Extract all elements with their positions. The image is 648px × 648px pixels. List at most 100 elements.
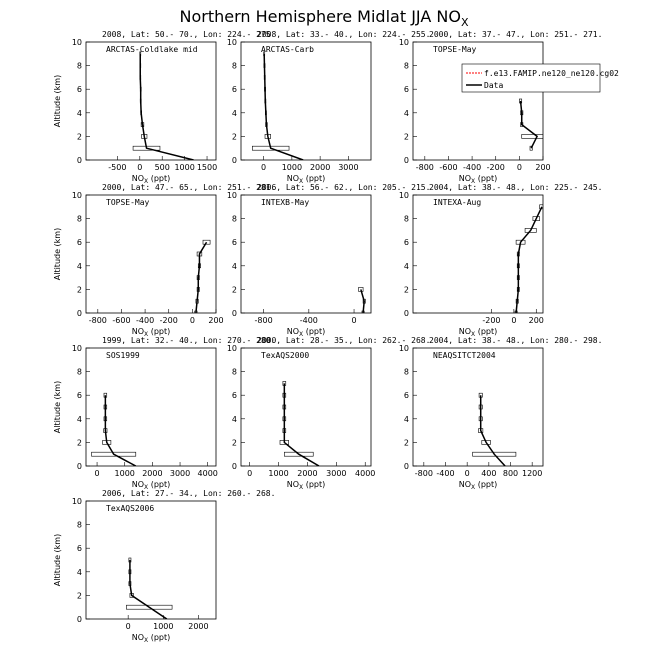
x-tick-label: 200: [535, 163, 550, 172]
y-tick-label: 4: [232, 415, 237, 424]
panel-header: 2008, Lat: 33.- 40., Lon: 224.- 255.: [257, 30, 430, 39]
y-tick-label: 4: [77, 262, 82, 271]
x-tick-label: 1000: [282, 163, 302, 172]
error-box: [529, 145, 533, 151]
data-line: [195, 241, 208, 313]
x-axis-label: NOX (ppt): [459, 327, 497, 338]
y-tick-label: 2: [232, 132, 237, 141]
error-box: [532, 216, 540, 221]
x-axis-label: NOX (ppt): [132, 174, 170, 185]
x-tick-label: -400: [463, 163, 481, 172]
x-label-unit: (ppt): [148, 327, 170, 336]
y-tick-label: 10: [72, 191, 82, 200]
y-tick-label: 2: [77, 438, 82, 447]
y-tick-label: 10: [227, 191, 237, 200]
x-label-main: NO: [287, 327, 299, 336]
x-label-sub: X: [299, 178, 303, 185]
axes-box: [412, 194, 544, 314]
y-tick-label: 8: [77, 368, 82, 377]
panel: 2000, Lat: 28.- 35., Lon: 262.- 268. 0 2 4 6…: [227, 336, 431, 491]
axes-box: [412, 347, 544, 467]
x-axis-label: NOX (ppt): [287, 480, 325, 491]
x-tick-label: 4000: [355, 469, 375, 478]
y-tick-label: 10: [399, 38, 409, 47]
x-label-main: NO: [132, 174, 144, 183]
error-box: [521, 134, 543, 139]
y-tick-label: 8: [404, 62, 409, 71]
x-label-sub: X: [299, 484, 303, 491]
x-label-main: NO: [459, 174, 471, 183]
y-tick-label: 4: [404, 262, 409, 271]
y-tick-label: 10: [227, 38, 237, 47]
x-tick-label: -200: [160, 316, 178, 325]
x-tick-label: 1500: [197, 163, 217, 172]
x-label-sub: X: [299, 331, 303, 338]
y-tick-label: 10: [72, 38, 82, 47]
error-box: [202, 239, 211, 245]
x-tick-label: 0: [247, 469, 252, 478]
panel: 2008, Lat: 33.- 40., Lon: 224.- 255. 0 2 4 6…: [227, 30, 431, 185]
data-line: [360, 289, 365, 313]
x-tick-label: -600: [112, 316, 130, 325]
y-tick-label: 0: [232, 156, 237, 165]
x-tick-label: 3000: [170, 469, 190, 478]
x-label-sub: X: [144, 484, 148, 491]
y-tick-label: 8: [77, 521, 82, 530]
error-box: [91, 451, 137, 457]
x-tick-label: 0: [351, 316, 356, 325]
panel-header: 2000, Lat: 28.- 35., Lon: 262.- 268.: [257, 336, 430, 345]
x-tick-label: 2000: [297, 469, 317, 478]
plot-area: [194, 239, 211, 313]
x-tick-label: 3000: [338, 163, 358, 172]
x-tick-label: 1000: [153, 622, 173, 631]
y-tick-label: 2: [232, 438, 237, 447]
legend-label: Data: [484, 81, 503, 90]
y-tick-label: 6: [404, 238, 409, 247]
x-axis-label: NOX (ppt): [132, 633, 170, 644]
x-tick-label: 2000: [310, 163, 330, 172]
x-label-unit: (ppt): [148, 174, 170, 183]
x-axis-label: NOX (ppt): [287, 327, 325, 338]
y-tick-label: 6: [77, 238, 82, 247]
x-tick-label: 0: [465, 469, 470, 478]
x-tick-label: -500: [108, 163, 126, 172]
axes-box: [85, 194, 217, 314]
x-tick-label: 0: [190, 316, 195, 325]
y-tick-label: 0: [77, 462, 82, 471]
y-axis-label: Altitude (km): [53, 228, 62, 280]
x-tick-label: 2000: [188, 622, 208, 631]
y-tick-label: 6: [404, 85, 409, 94]
y-tick-label: 2: [232, 285, 237, 294]
y-tick-label: 4: [77, 415, 82, 424]
x-axis-label: NOX (ppt): [287, 174, 325, 185]
x-tick-label: 1000: [115, 469, 135, 478]
y-tick-label: 2: [77, 285, 82, 294]
legend-label: f.e13.FAMIP.ne120_ne120.cg02: [484, 69, 619, 78]
y-tick-label: 4: [77, 568, 82, 577]
data-line: [129, 560, 168, 619]
y-tick-label: 6: [77, 391, 82, 400]
x-axis-label: NOX (ppt): [132, 327, 170, 338]
data-line: [515, 206, 543, 313]
x-label-main: NO: [287, 480, 299, 489]
data-line: [263, 53, 304, 160]
panel: 2006, Lat: 56.- 62., Lon: 205.- 215. 0 2 4 6…: [227, 183, 431, 338]
y-tick-label: 4: [232, 109, 237, 118]
x-label-unit: (ppt): [475, 174, 497, 183]
x-label-unit: (ppt): [148, 633, 170, 642]
y-tick-label: 10: [227, 344, 237, 353]
y-tick-label: 8: [77, 62, 82, 71]
y-tick-label: 8: [77, 215, 82, 224]
data-line: [519, 100, 539, 149]
y-tick-label: 4: [404, 109, 409, 118]
plot-area: [252, 51, 304, 160]
plot-area: [358, 287, 366, 313]
x-label-main: NO: [132, 633, 144, 642]
panel-header: 2000, Lat: 37.- 47., Lon: 251.- 271.: [429, 30, 602, 39]
y-tick-label: 2: [404, 285, 409, 294]
panel-header: 2004, Lat: 38.- 48., Lon: 280.- 298.: [429, 336, 602, 345]
error-box: [284, 451, 314, 457]
x-tick-label: -200: [487, 163, 505, 172]
plot-area: [126, 557, 173, 619]
